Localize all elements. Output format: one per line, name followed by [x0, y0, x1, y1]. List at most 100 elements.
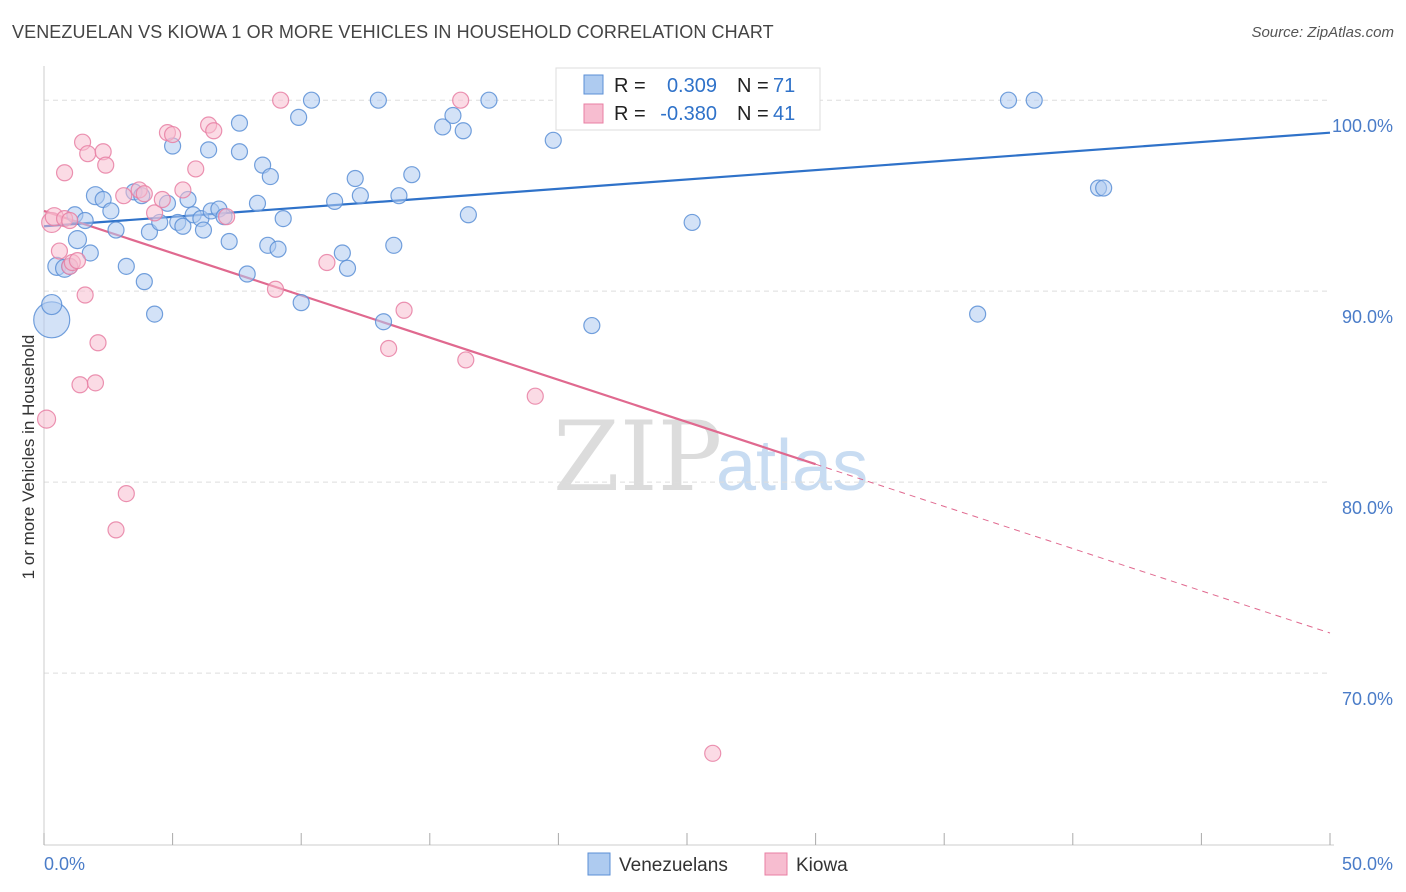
- point-venezuelans-43: [292, 294, 310, 312]
- legend-n-label-venezuelans: N =: [737, 75, 769, 97]
- point-kiowa-35: [380, 339, 398, 358]
- point-kiowa-17: [97, 156, 115, 174]
- point-venezuelans-63: [683, 213, 701, 232]
- y-tick-label-90: 90.0%: [1342, 307, 1393, 327]
- point-venezuelans-44: [302, 91, 321, 109]
- bottom-legend-swatch-venezuelans: [587, 852, 611, 876]
- point-venezuelans-51: [374, 313, 393, 331]
- point-kiowa-14: [86, 374, 105, 392]
- point-venezuelans-28: [200, 141, 218, 159]
- point-venezuelans-57: [454, 122, 472, 140]
- point-venezuelans-50: [369, 91, 387, 109]
- point-kiowa-24: [153, 190, 171, 209]
- point-venezuelans-33: [230, 114, 249, 132]
- point-kiowa-39: [526, 387, 544, 405]
- point-kiowa-13: [79, 145, 97, 163]
- legend-r-value-kiowa: -0.380: [660, 103, 717, 125]
- legend-r-value-venezuelans: 0.309: [667, 75, 717, 97]
- point-venezuelans-8: [81, 244, 99, 262]
- point-venezuelans-35: [238, 265, 256, 283]
- point-venezuelans-11: [102, 202, 120, 220]
- y-tick-label-80: 80.0%: [1342, 498, 1393, 518]
- point-kiowa-6: [61, 211, 79, 230]
- point-venezuelans-23: [174, 217, 192, 235]
- tick-labels: 70.0% 80.0% 90.0% 100.0% 0.0% 50.0%: [44, 116, 1393, 874]
- point-venezuelans-1: [41, 293, 63, 316]
- point-venezuelans-12: [107, 221, 125, 239]
- point-kiowa-34: [318, 253, 336, 272]
- watermark-zip: ZIP: [553, 401, 722, 513]
- chart-source: Source: ZipAtlas.com: [1251, 24, 1394, 41]
- point-venezuelans-62: [583, 316, 601, 335]
- point-venezuelans-16: [135, 273, 153, 291]
- point-kiowa-32: [266, 280, 285, 298]
- point-kiowa-19: [115, 187, 133, 205]
- point-venezuelans-52: [385, 236, 403, 254]
- point-venezuelans-65: [999, 91, 1018, 109]
- point-kiowa-36: [395, 301, 413, 319]
- point-venezuelans-58: [459, 206, 477, 224]
- point-venezuelans-60: [544, 131, 562, 149]
- point-kiowa-9: [68, 252, 87, 270]
- bottom-legend-swatch-kiowa: [764, 852, 788, 876]
- point-venezuelans-66: [1025, 91, 1043, 109]
- trend-lines: [43, 131, 1331, 634]
- point-kiowa-3: [50, 242, 69, 260]
- grid-lines: [44, 99, 1330, 674]
- point-venezuelans-42: [290, 108, 308, 126]
- point-venezuelans-48: [346, 169, 364, 188]
- legend-r-label-venezuelans: R =: [614, 75, 646, 97]
- trend-line-kiowa: [43, 209, 816, 466]
- point-kiowa-33: [272, 91, 290, 109]
- point-kiowa-37: [452, 91, 470, 109]
- point-kiowa-12: [76, 286, 94, 304]
- point-kiowa-22: [135, 185, 153, 203]
- point-venezuelans-39: [261, 167, 279, 186]
- point-venezuelans-49: [351, 187, 369, 205]
- point-kiowa-23: [145, 204, 164, 222]
- point-venezuelans-18: [145, 305, 164, 323]
- bottom-legend-label-kiowa: Kiowa: [796, 855, 848, 876]
- legend-swatch-kiowa: [583, 103, 604, 124]
- point-kiowa-27: [174, 181, 192, 199]
- point-venezuelans-68: [1095, 179, 1113, 197]
- point-kiowa-38: [457, 351, 475, 369]
- point-venezuelans-47: [338, 259, 357, 277]
- point-venezuelans-40: [269, 240, 287, 258]
- point-kiowa-5: [55, 164, 74, 182]
- trend-line-extension-kiowa: [815, 463, 1331, 634]
- x-tick-label-50: 50.0%: [1342, 854, 1393, 874]
- point-venezuelans-56: [444, 106, 462, 125]
- legend-n-value-kiowa: 41: [773, 103, 795, 125]
- point-venezuelans-46: [333, 244, 351, 262]
- point-kiowa-40: [704, 744, 722, 762]
- point-kiowa-26: [164, 125, 182, 144]
- series-legend: Venezuelans Kiowa: [587, 852, 848, 876]
- correlation-legend: R = 0.309 N = 71 R = -0.380 N = 41: [555, 67, 821, 131]
- y-tick-label-100: 100.0%: [1332, 116, 1393, 136]
- point-venezuelans-41: [274, 210, 292, 228]
- chart-title: VENEZUELAN VS KIOWA 1 OR MORE VEHICLES I…: [12, 22, 774, 42]
- legend-swatch-venezuelans: [583, 74, 604, 95]
- point-venezuelans-54: [403, 166, 421, 184]
- point-venezuelans-53: [390, 187, 408, 205]
- legend-n-label-kiowa: N =: [737, 103, 769, 125]
- x-tick-label-0: 0.0%: [44, 854, 85, 874]
- point-kiowa-18: [107, 521, 125, 539]
- point-venezuelans-55: [434, 118, 452, 136]
- data-points: [33, 91, 1113, 762]
- point-venezuelans-36: [248, 194, 267, 212]
- axes: [43, 66, 1334, 846]
- point-venezuelans-32: [220, 232, 238, 251]
- legend-r-label-kiowa: R =: [614, 103, 646, 125]
- point-venezuelans-59: [480, 91, 498, 109]
- point-venezuelans-7: [76, 211, 94, 230]
- y-axis-title: 1 or more Vehicles in Household: [19, 335, 38, 580]
- point-venezuelans-34: [230, 143, 249, 161]
- point-kiowa-20: [117, 485, 135, 503]
- legend-n-value-venezuelans: 71: [773, 75, 795, 97]
- point-kiowa-10: [71, 376, 89, 394]
- point-venezuelans-13: [117, 257, 135, 275]
- point-kiowa-31: [218, 208, 236, 226]
